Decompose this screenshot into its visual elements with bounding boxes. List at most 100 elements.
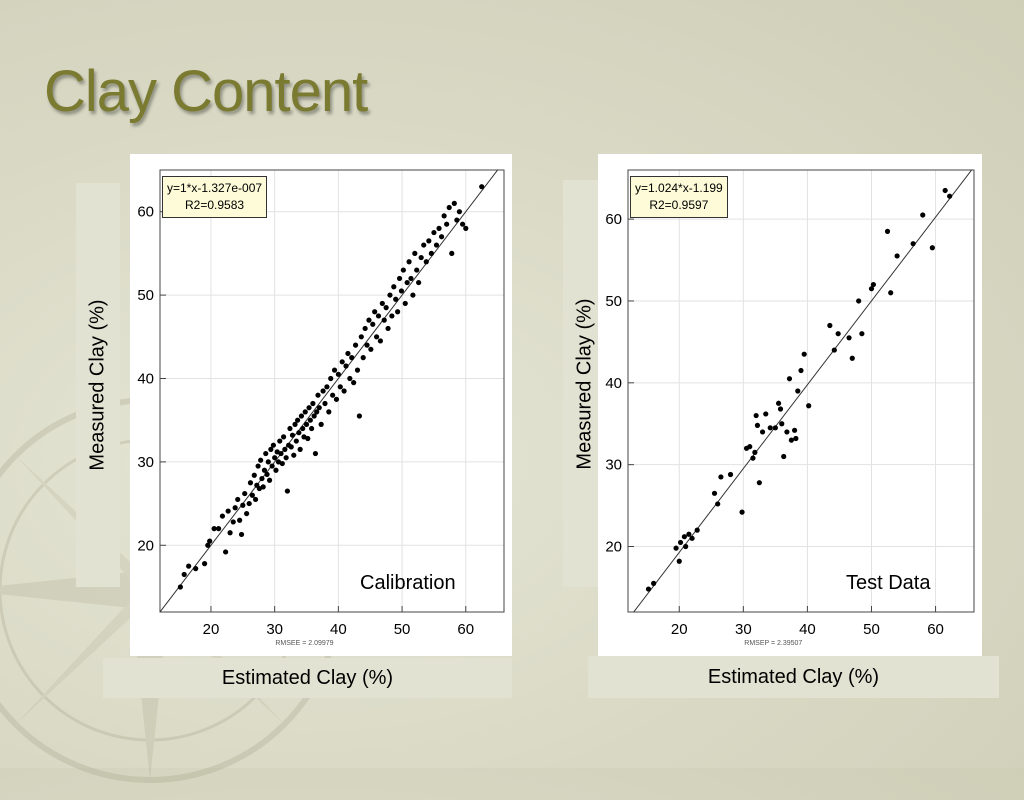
calibration-data-point: [414, 267, 420, 273]
test-data-data-point: [694, 527, 700, 533]
calibration-data-point: [391, 284, 397, 290]
calibration-data-point: [193, 566, 199, 572]
calibration-data-point: [255, 463, 261, 469]
test-data-data-point: [711, 490, 718, 496]
test-data-data-point: [772, 425, 778, 431]
calibration-data-point: [211, 526, 217, 532]
test-data-y-tick-label: 20: [605, 539, 622, 556]
calibration-x-tick-label: 60: [457, 621, 474, 638]
calibration-data-point: [400, 267, 406, 273]
test-data-data-point: [888, 290, 894, 296]
test-data-plot-panel: 20 30 40 50 60 20 30 40 50 60 RMSEP = 2.39507 y=1.…: [598, 154, 982, 656]
test-data-data-point: [681, 534, 687, 540]
calibration-data-point: [235, 496, 241, 503]
test-data-data-point: [756, 480, 762, 486]
test-data-data-point: [870, 281, 877, 288]
calibration-data-point: [260, 484, 266, 490]
calibration-data-point: [398, 288, 405, 294]
calibration-data-point: [314, 409, 320, 415]
calibration-data-point: [302, 409, 308, 415]
test-data-x-tick-label: 50: [863, 621, 880, 638]
calibration-data-point: [279, 460, 285, 467]
test-data-data-point: [781, 453, 787, 460]
test-data-data-point: [784, 429, 790, 435]
calibration-fit-line: [160, 170, 499, 612]
calibration-data-point: [351, 380, 357, 386]
calibration-data-point: [410, 292, 416, 298]
calibration-data-point: [268, 446, 274, 452]
y-axis-label-left: Measured Clay (%): [86, 299, 109, 471]
test-data-scatter-plot: 20 30 40 50 60 20 30 40 50 60 RMSEP = 2.39507: [605, 169, 975, 647]
calibration-data-point: [322, 400, 328, 407]
calibration-scatter-plot: 20 30 40 50 60 20 30 40 50 60 RMSEE = 2.09979: [137, 169, 505, 647]
test-data-r2: R2=0.9597: [649, 198, 709, 212]
calibration-data-point: [433, 242, 440, 248]
test-data-data-point: [894, 253, 900, 259]
calibration-data-point: [441, 213, 447, 219]
test-data-data-point: [763, 411, 769, 417]
x-axis-label-left: Estimated Clay (%): [103, 658, 512, 698]
calibration-data-point: [259, 475, 265, 482]
test-data-data-point: [910, 241, 916, 247]
calibration-data-point: [343, 363, 349, 369]
calibration-data-point: [240, 502, 246, 508]
test-data-data-point: [686, 531, 692, 537]
test-data-data-point: [767, 425, 773, 431]
test-data-y-tick-label: 50: [605, 293, 622, 310]
calibration-data-point: [370, 321, 376, 327]
calibration-data-point: [459, 221, 466, 227]
calibration-data-point: [360, 355, 366, 361]
calibration-data-point: [246, 500, 252, 507]
test-data-fit-equation: y=1.024*x-1.199: [635, 181, 723, 195]
slide-title: Clay Content: [44, 59, 368, 124]
calibration-data-point: [396, 275, 403, 282]
calibration-data-point: [373, 334, 380, 340]
calibration-data-point: [318, 421, 324, 427]
test-data-data-point: [779, 421, 785, 427]
calibration-data-point: [303, 421, 310, 427]
calibration-data-point: [320, 388, 326, 394]
calibration-data-point: [326, 409, 332, 415]
calibration-data-point: [456, 209, 463, 215]
calibration-data-point: [219, 513, 226, 519]
calibration-data-point: [387, 292, 393, 298]
test-data-data-point: [859, 331, 865, 337]
calibration-data-point: [347, 375, 353, 382]
test-data-data-point: [831, 347, 837, 353]
calibration-data-point: [368, 346, 374, 352]
calibration-x-tick-label: 20: [203, 621, 220, 638]
calibration-data-point: [389, 313, 395, 319]
calibration-data-point: [366, 317, 372, 323]
calibration-data-point: [381, 317, 387, 323]
test-data-data-point: [676, 558, 682, 564]
calibration-data-point: [266, 477, 273, 483]
test-data-data-point: [806, 403, 812, 409]
test-data-data-point: [754, 422, 761, 428]
calibration-data-point: [207, 538, 213, 544]
calibration-x-tick-label: 30: [266, 621, 283, 638]
calibration-data-point: [238, 531, 245, 538]
calibration-data-point: [261, 467, 268, 473]
calibration-data-point: [372, 309, 378, 315]
calibration-data-point: [393, 296, 399, 302]
calibration-data-point: [232, 505, 238, 511]
test-data-data-point: [786, 376, 793, 382]
test-data-data-point: [798, 367, 804, 374]
test-data-data-point: [795, 388, 801, 394]
calibration-data-point: [349, 355, 355, 361]
test-data-data-point: [747, 444, 753, 450]
calibration-data-point: [428, 250, 434, 256]
calibration-fit-equation: y=1*x-1.327e-007: [167, 181, 263, 195]
test-data-data-point: [777, 406, 784, 412]
calibration-data-point: [444, 221, 450, 227]
calibration-data-point: [225, 508, 231, 514]
calibration-r2: R2=0.9583: [185, 198, 245, 212]
calibration-data-point: [291, 452, 297, 458]
calibration-data-point: [258, 457, 264, 463]
calibration-data-point: [426, 238, 432, 244]
calibration-data-point: [263, 450, 269, 457]
calibration-data-point: [223, 549, 229, 555]
test-data-data-point: [849, 355, 855, 361]
calibration-data-point: [306, 405, 312, 411]
calibration-data-point: [339, 359, 345, 365]
